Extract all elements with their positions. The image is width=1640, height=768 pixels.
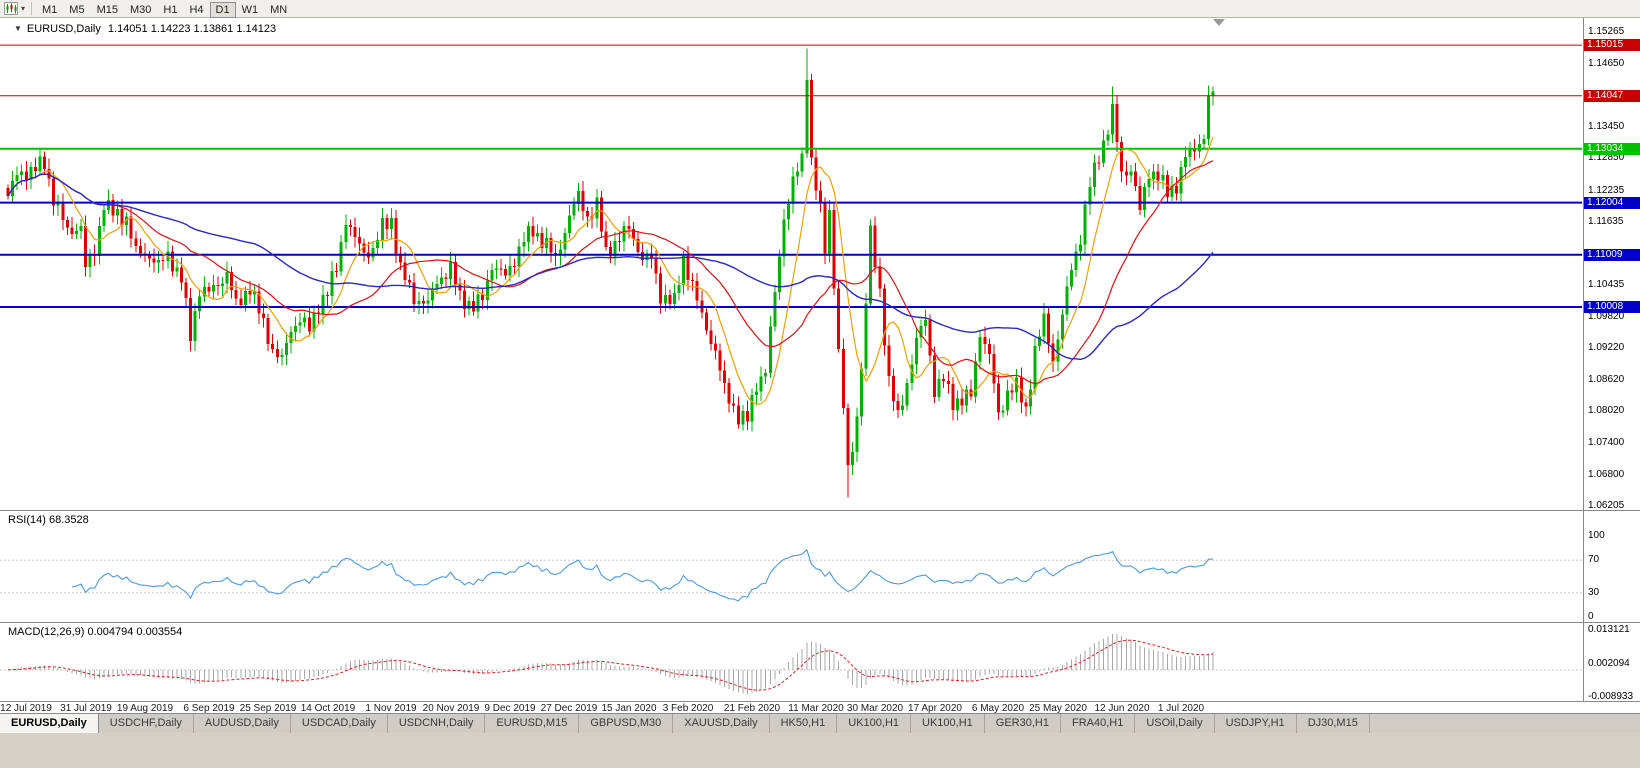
chart-tab-usdjpy-h1[interactable]: USDJPY,H1 [1215, 714, 1297, 733]
macd-indicator-label: MACD(12,26,9) 0.004794 0.003554 [8, 626, 183, 638]
price-axis-tick: 1.13450 [1588, 121, 1625, 132]
price-line-badge: 1.15015 [1584, 39, 1640, 51]
chart-type-icon[interactable] [4, 2, 18, 15]
rsi-axis-label: 70 [1588, 554, 1600, 565]
date-axis-label: 9 Dec 2019 [484, 703, 536, 714]
price-axis-tick: 1.07400 [1588, 437, 1625, 448]
status-strip [0, 732, 1640, 768]
price-line-badge: 1.14047 [1584, 90, 1640, 102]
macd-axis-label: 0.002094 [1588, 658, 1630, 669]
date-axis-label: 27 Dec 2019 [540, 703, 598, 714]
date-axis-label: 11 Mar 2020 [788, 703, 844, 714]
chart-tab-usoil-daily[interactable]: USOil,Daily [1135, 714, 1215, 733]
price-axis-tick: 1.12850 [1588, 152, 1625, 163]
price-axis-tick: 1.06800 [1588, 469, 1625, 480]
timeframe-button-h4[interactable]: H4 [183, 2, 209, 18]
toolbar-dropdown-arrow-icon[interactable]: ▾ [21, 4, 26, 13]
chart-tab-usdchf-daily[interactable]: USDCHF,Daily [99, 714, 194, 733]
chart-tab-eurusd-m15[interactable]: EURUSD,M15 [485, 714, 580, 733]
rsi-indicator-label: RSI(14) 68.3528 [8, 514, 89, 526]
price-line-badge: 1.13034 [1584, 143, 1640, 155]
ma-mid-line [7, 160, 1214, 385]
chart-tab-ger30-h1[interactable]: GER30,H1 [985, 714, 1061, 733]
timeframe-button-m15[interactable]: M15 [91, 2, 124, 18]
chart-tab-uk100-h1[interactable]: UK100,H1 [837, 714, 912, 733]
timeframe-button-m5[interactable]: M5 [63, 2, 90, 18]
macd-axis-label: 0.013121 [1588, 624, 1630, 635]
price-axis-tick: 1.08620 [1588, 374, 1625, 385]
price-axis-tick: 1.10435 [1588, 279, 1625, 290]
price-line-badge: 1.12004 [1584, 197, 1640, 209]
date-axis-label: 30 Mar 2020 [846, 703, 904, 714]
date-axis-label: 3 Feb 2020 [662, 703, 714, 714]
macd-axis-label: -0.008933 [1588, 691, 1634, 702]
date-axis-label: 12 Jul 2019 [0, 703, 52, 714]
chart-tab-xauusd-daily[interactable]: XAUUSD,Daily [673, 714, 770, 733]
price-axis-tick: 1.11635 [1588, 216, 1624, 227]
date-axis-label: 25 May 2020 [1029, 703, 1087, 714]
timeframe-button-w1[interactable]: W1 [236, 2, 265, 18]
chart-title: EURUSD,Daily [26, 23, 101, 35]
macd-signal-line [7, 639, 1214, 691]
date-axis-label: 6 May 2020 [971, 703, 1025, 714]
collapse-arrow-icon[interactable]: ▼ [14, 24, 22, 33]
date-axis-label: 19 Aug 2019 [116, 703, 174, 714]
date-axis-label: 1 Jul 2020 [1157, 703, 1205, 714]
timeframe-buttons-group: M1 M5 M15 M30 H1 H4 D1 W1 MN [36, 0, 293, 18]
timeframe-button-m30[interactable]: M30 [124, 2, 157, 18]
toolbar-separator [31, 2, 33, 15]
chart-tab-eurusd-daily[interactable]: EURUSD,Daily [0, 714, 99, 733]
chart-tab-gbpusd-m30[interactable]: GBPUSD,M30 [579, 714, 674, 733]
date-axis-label: 25 Sep 2019 [239, 703, 297, 714]
ma-slow-line [7, 173, 1214, 361]
date-axis-label: 12 Jun 2020 [1094, 703, 1150, 714]
price-axis-tick: 1.12235 [1588, 185, 1625, 196]
price-line-badge: 1.11009 [1584, 249, 1640, 261]
price-axis-tick: 1.09220 [1588, 342, 1625, 353]
chart-shift-marker-icon[interactable] [1213, 19, 1225, 26]
timeframe-button-m1[interactable]: M1 [36, 2, 63, 18]
price-axis-tick: 1.08020 [1588, 405, 1625, 416]
timeframe-button-d1[interactable]: D1 [209, 1, 236, 18]
rsi-line [71, 548, 1214, 602]
macd-histogram [12, 633, 1214, 695]
ma-fast-line [7, 136, 1214, 406]
chart-ohlc-values: 1.14051 1.14223 1.13861 1.14123 [107, 23, 277, 35]
chart-tab-dj30-m15[interactable]: DJ30,M15 [1297, 714, 1370, 733]
hlines-layer [0, 44, 1582, 308]
price-axis-tick: 1.09820 [1588, 311, 1625, 322]
chart-tab-hk50-h1[interactable]: HK50,H1 [770, 714, 838, 733]
chart-tab-usdcnh-daily[interactable]: USDCNH,Daily [388, 714, 486, 733]
date-axis-label: 21 Feb 2020 [723, 703, 781, 714]
rsi-axis-label: 0 [1588, 611, 1594, 622]
price-axis-tick: 1.06205 [1588, 500, 1625, 511]
price-axis-tick: 1.14650 [1588, 58, 1625, 69]
price-line-badge: 1.10008 [1584, 301, 1640, 313]
chart-tab-uk100-h1[interactable]: UK100,H1 [911, 714, 985, 733]
date-axis-label: 17 Apr 2020 [908, 703, 962, 714]
timeframe-button-mn[interactable]: MN [264, 2, 293, 18]
rsi-axis-label: 30 [1588, 587, 1600, 598]
chart-tab-usdcad-daily[interactable]: USDCAD,Daily [291, 714, 388, 733]
date-axis-label: 20 Nov 2019 [422, 703, 480, 714]
period-toolbar: ▾ M1 M5 M15 M30 H1 H4 D1 W1 MN [0, 0, 1640, 18]
chart-tabs-bar: EURUSD,Daily USDCHF,Daily AUDUSD,Daily USDC… [0, 713, 1640, 733]
date-axis-label: 15 Jan 2020 [601, 703, 657, 714]
date-axis-label: 6 Sep 2019 [183, 703, 235, 714]
chart-header: ▼ EURUSD,Daily 1.14051 1.14223 1.13861 1.1… [14, 23, 276, 35]
timeframe-button-h1[interactable]: H1 [157, 2, 183, 18]
date-axis-label: 1 Nov 2019 [365, 703, 417, 714]
rsi-axis-label: 100 [1588, 530, 1605, 541]
date-axis-label: 14 Oct 2019 [300, 703, 356, 714]
chart-tab-fra40-h1[interactable]: FRA40,H1 [1061, 714, 1136, 733]
price-axis-tick: 1.15265 [1588, 26, 1625, 37]
chart-tab-audusd-daily[interactable]: AUDUSD,Daily [194, 714, 291, 733]
date-axis-label: 31 Jul 2019 [60, 703, 112, 714]
